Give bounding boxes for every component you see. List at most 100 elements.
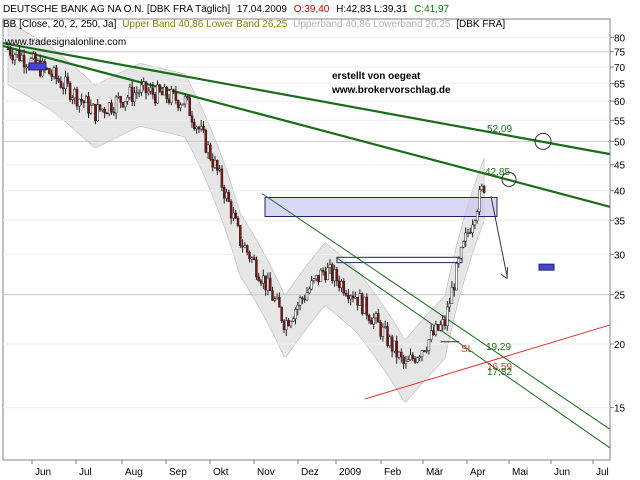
candle-body [156, 84, 159, 104]
candle [112, 107, 116, 116]
candle-body [411, 354, 415, 359]
candle [147, 86, 150, 96]
candle-body [137, 92, 141, 94]
candle-body [480, 185, 484, 190]
candle-body [441, 319, 444, 326]
candle-body [409, 354, 412, 360]
candle [478, 185, 481, 216]
candle-body [356, 296, 359, 306]
candle [409, 348, 412, 361]
candle-body [386, 326, 389, 346]
candle-body [209, 144, 212, 160]
candle-body [393, 340, 396, 352]
x-tick-label: 2009 [339, 467, 362, 478]
candle-body [87, 96, 90, 114]
candle-body [464, 232, 467, 242]
candle [457, 256, 461, 268]
candle-body [96, 104, 99, 121]
candle [188, 95, 191, 116]
candle [450, 281, 454, 304]
candle [73, 87, 76, 105]
candle-body [160, 91, 164, 96]
header-indicator: BB [Close, 20, 2, 250, Ja] [3, 19, 117, 30]
candle [20, 52, 24, 62]
candle [160, 89, 164, 96]
candle-body [225, 192, 228, 199]
x-tick-label: Mai [512, 467, 528, 478]
candle [319, 268, 323, 283]
candle-body [360, 293, 364, 314]
candle-body [98, 104, 102, 111]
candle-body [342, 280, 346, 294]
candle-body [9, 48, 12, 56]
candle [190, 110, 194, 128]
candle [241, 239, 244, 253]
candle-body [229, 201, 233, 219]
candle [349, 294, 352, 306]
candle [213, 155, 217, 170]
x-tick-label: Okt [213, 467, 229, 478]
candle-body [250, 257, 254, 260]
candle-body [32, 53, 35, 59]
candle-body [101, 108, 104, 111]
candle-body [326, 267, 329, 281]
candle [167, 93, 171, 105]
candle-body [331, 264, 334, 282]
y-axis-ticks: 15 20 25 30 35 40 45 50 55 60 65 70 75 80 [610, 33, 626, 415]
candle [156, 80, 159, 105]
candle-body [406, 359, 410, 362]
candle-body [78, 98, 81, 107]
candle-body [124, 100, 127, 108]
candle-body [94, 103, 97, 121]
candle [347, 288, 350, 304]
candle [397, 350, 401, 360]
candle [234, 210, 237, 219]
candle [107, 102, 111, 117]
y-tick-label: 70 [614, 63, 626, 74]
candle-body [434, 324, 438, 336]
candle [206, 141, 210, 159]
range-boxes [264, 196, 498, 264]
candle [61, 82, 65, 95]
y-tick-label: 75 [614, 48, 626, 59]
candle-body [176, 100, 180, 109]
candle [372, 313, 375, 329]
candle [216, 159, 219, 175]
candle-body [282, 320, 286, 330]
candle [137, 89, 141, 98]
header-date: 17.04.2009 [237, 4, 287, 15]
candle-body [22, 55, 26, 68]
candle-body [471, 224, 474, 234]
candle-body [126, 97, 129, 102]
candle-body [105, 112, 109, 115]
projection-arrow [490, 196, 508, 277]
candle-body [333, 269, 336, 282]
x-tick-label: Jun [35, 467, 51, 478]
candle-body [6, 48, 10, 51]
candle-body [377, 313, 380, 323]
candle-body [452, 287, 456, 291]
candles [6, 45, 486, 370]
trendline-lower [2, 44, 611, 208]
candle-body [466, 232, 470, 234]
candle [466, 228, 470, 238]
candle-body [25, 66, 28, 69]
candle-body [337, 280, 341, 289]
candle [395, 335, 398, 364]
candle [390, 334, 394, 358]
candle [439, 320, 442, 332]
candle-body [103, 108, 106, 114]
candle-body [280, 306, 283, 322]
candle-body [66, 76, 70, 84]
candle-body [190, 115, 194, 123]
candle [71, 95, 74, 105]
candle-body [121, 102, 125, 108]
candle-body [163, 86, 166, 96]
marker-block-left [28, 62, 47, 71]
candle [436, 323, 440, 332]
candle [296, 301, 300, 316]
candle [351, 291, 355, 303]
candle [291, 316, 295, 323]
candle-body [213, 160, 217, 168]
candle [183, 93, 187, 108]
